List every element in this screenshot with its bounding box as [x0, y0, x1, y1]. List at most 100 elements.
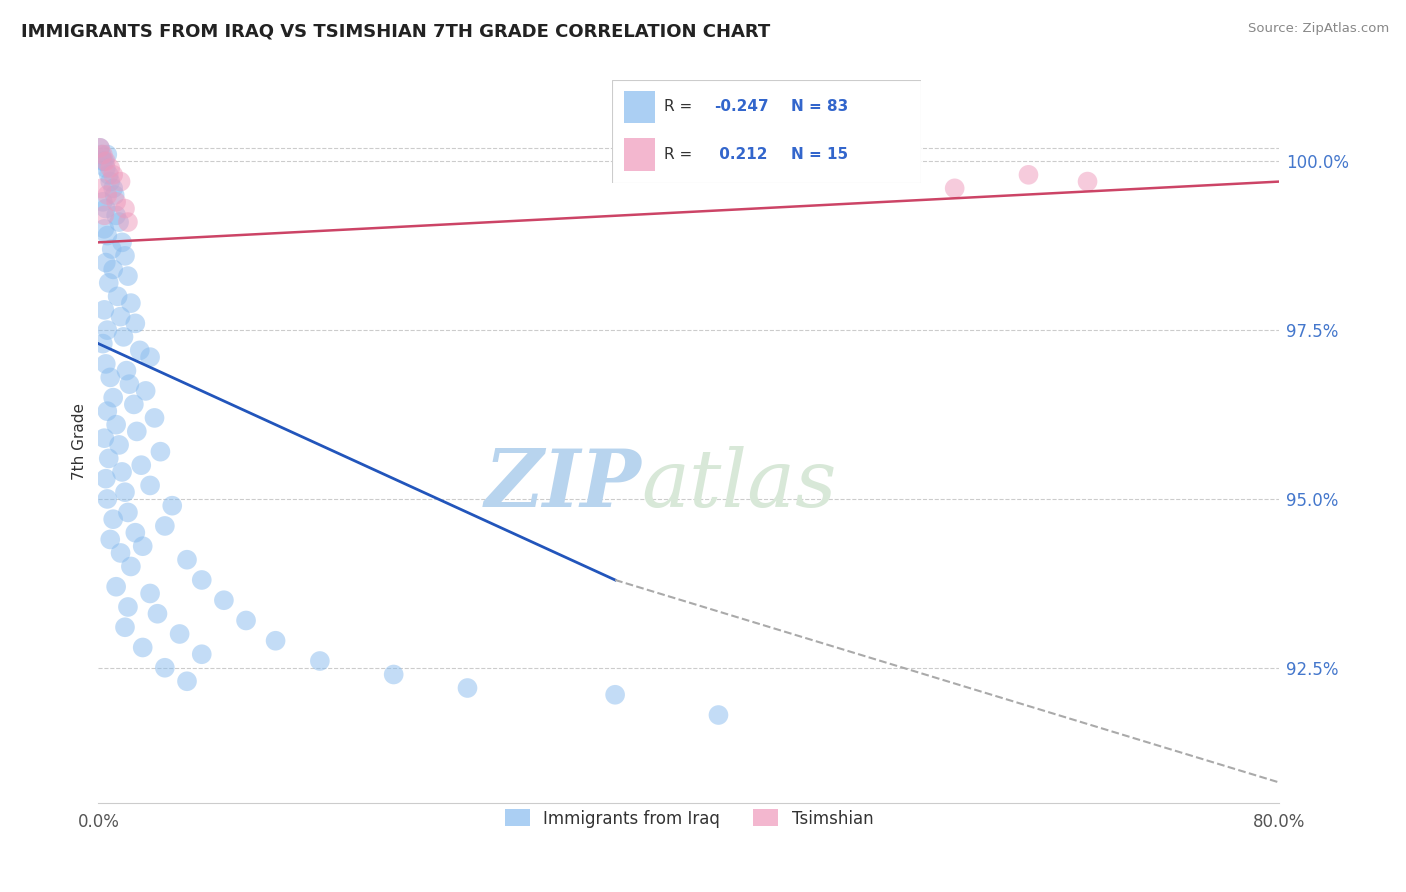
Text: R =: R =: [664, 99, 697, 114]
Point: [107, 289, 129, 303]
Legend: Immigrants from Iraq, Tsimshian: Immigrants from Iraq, Tsimshian: [498, 803, 880, 834]
Point: [105, 208, 128, 222]
Text: N = 15: N = 15: [792, 146, 848, 161]
Point: [605, 688, 627, 702]
Point: [98, 161, 121, 175]
Point: [146, 607, 169, 621]
Point: [94, 161, 117, 175]
Point: [176, 552, 198, 566]
Point: [114, 202, 136, 216]
Point: [97, 276, 120, 290]
Point: [169, 627, 191, 641]
Point: [90, 147, 112, 161]
Point: [98, 370, 121, 384]
Point: [93, 154, 115, 169]
Point: [129, 458, 152, 472]
Point: [139, 350, 162, 364]
Point: [128, 343, 150, 358]
Point: [122, 397, 145, 411]
Point: [117, 599, 139, 614]
Point: [89, 141, 111, 155]
Point: [93, 208, 115, 222]
Point: [153, 519, 176, 533]
Point: [124, 317, 146, 331]
Bar: [624, 137, 655, 170]
Point: [108, 215, 131, 229]
Bar: [624, 91, 655, 123]
Point: [89, 141, 111, 155]
Point: [93, 222, 115, 236]
Text: atlas: atlas: [641, 446, 837, 524]
Point: [98, 175, 121, 189]
Point: [132, 640, 155, 655]
Point: [90, 181, 112, 195]
Point: [176, 674, 198, 689]
Point: [139, 586, 162, 600]
Text: ZIP: ZIP: [485, 446, 641, 524]
Point: [94, 255, 117, 269]
Text: R =: R =: [664, 146, 697, 161]
Point: [103, 181, 125, 195]
Point: [91, 336, 114, 351]
Point: [264, 633, 287, 648]
Point: [94, 154, 117, 169]
Point: [1077, 175, 1099, 189]
Point: [96, 404, 118, 418]
Point: [117, 505, 139, 519]
Point: [94, 202, 117, 216]
Point: [96, 228, 118, 243]
Point: [117, 269, 139, 284]
Point: [118, 377, 141, 392]
Text: 0.212: 0.212: [714, 146, 768, 161]
Point: [1018, 168, 1040, 182]
Point: [91, 194, 114, 209]
Point: [707, 708, 730, 723]
Point: [98, 533, 121, 547]
Y-axis label: 7th Grade: 7th Grade: [72, 403, 87, 480]
Point: [191, 573, 214, 587]
Point: [124, 525, 146, 540]
Point: [110, 546, 132, 560]
Point: [96, 147, 118, 161]
Point: [100, 242, 122, 256]
Point: [93, 302, 115, 317]
Point: [94, 357, 117, 371]
Point: [162, 499, 183, 513]
Point: [105, 417, 128, 432]
Point: [382, 667, 405, 681]
Text: IMMIGRANTS FROM IRAQ VS TSIMSHIAN 7TH GRADE CORRELATION CHART: IMMIGRANTS FROM IRAQ VS TSIMSHIAN 7TH GR…: [21, 22, 770, 40]
Point: [114, 620, 136, 634]
Point: [103, 512, 125, 526]
Point: [91, 147, 114, 161]
Point: [93, 431, 115, 445]
Point: [96, 491, 118, 506]
Point: [235, 614, 257, 628]
Point: [105, 194, 128, 209]
Point: [120, 296, 142, 310]
Point: [143, 411, 166, 425]
Text: N = 83: N = 83: [792, 99, 848, 114]
Point: [94, 472, 117, 486]
Point: [108, 438, 131, 452]
Point: [97, 168, 120, 182]
Text: -0.247: -0.247: [714, 99, 768, 114]
Point: [125, 425, 148, 439]
Point: [135, 384, 157, 398]
Point: [114, 485, 136, 500]
Point: [120, 559, 142, 574]
Point: [132, 539, 155, 553]
Point: [110, 310, 132, 324]
Point: [115, 364, 138, 378]
Point: [96, 188, 118, 202]
Point: [96, 323, 118, 337]
Point: [114, 249, 136, 263]
Point: [110, 175, 132, 189]
Point: [943, 181, 966, 195]
Point: [111, 465, 134, 479]
Point: [309, 654, 332, 668]
Point: [91, 154, 114, 169]
Point: [111, 235, 134, 250]
Point: [103, 391, 125, 405]
Point: [191, 647, 214, 661]
Point: [104, 188, 127, 202]
